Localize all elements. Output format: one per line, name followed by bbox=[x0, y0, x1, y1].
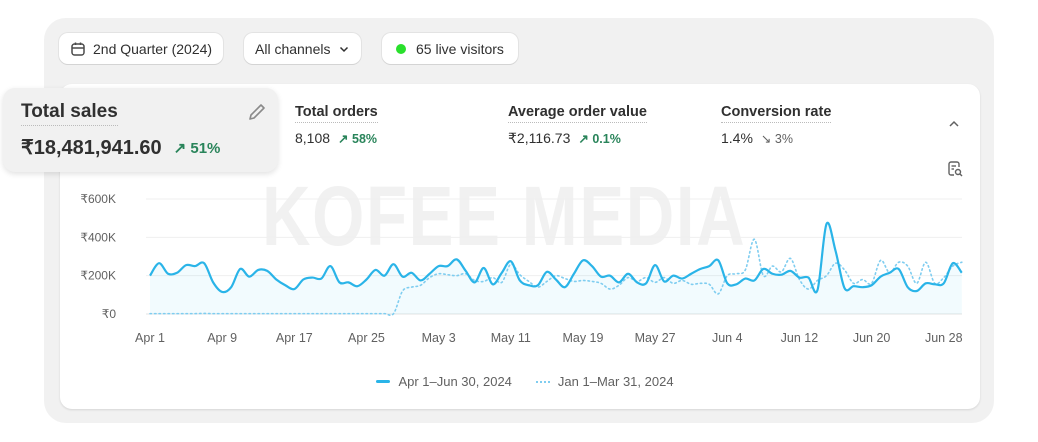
x-tick-label: Jun 28 bbox=[925, 331, 963, 345]
x-tick-label: May 19 bbox=[562, 331, 603, 345]
live-visitors-button[interactable]: 65 live visitors bbox=[382, 33, 518, 64]
date-range-button[interactable]: 2nd Quarter (2024) bbox=[59, 33, 224, 64]
x-tick-label: Apr 17 bbox=[276, 331, 313, 345]
metric-label: Conversion rate bbox=[721, 104, 832, 123]
x-tick-label: Jun 12 bbox=[781, 331, 819, 345]
x-tick-label: Jun 20 bbox=[853, 331, 891, 345]
metric-total-sales-content[interactable]: Total sales ₹18,481,941.60 ↗ 51% bbox=[21, 101, 220, 160]
metric-value: 1.4% bbox=[721, 130, 753, 146]
metric-label: Total sales bbox=[21, 101, 118, 126]
metric-change: 3% bbox=[774, 131, 793, 146]
metric-value: 8,108 bbox=[295, 130, 331, 146]
metric-total-orders[interactable]: Total orders 8,108 ↗ 58% bbox=[295, 103, 378, 146]
metric-label: Average order value bbox=[508, 104, 647, 123]
metric-label: Total orders bbox=[295, 104, 378, 123]
live-status-dot bbox=[396, 43, 406, 54]
legend-item-current[interactable]: Apr 1–Jun 30, 2024 bbox=[376, 374, 512, 389]
date-range-label: 2nd Quarter (2024) bbox=[93, 40, 213, 57]
arrow-up-right-icon: ↗ bbox=[173, 139, 187, 157]
legend-label: Jan 1–Mar 31, 2024 bbox=[557, 374, 674, 389]
arrow-down-right-icon: ↘ bbox=[760, 131, 772, 146]
watermark: KOFEE MEDIA bbox=[262, 169, 747, 263]
chevron-up-icon[interactable] bbox=[947, 118, 961, 130]
metric-conversion-rate[interactable]: Conversion rate 1.4% ↘ 3% bbox=[721, 103, 832, 146]
metric-average-order-value[interactable]: Average order value ₹2,116.73 ↗ 0.1% bbox=[508, 103, 647, 147]
y-tick-label: ₹400K bbox=[80, 230, 116, 244]
metric-change: 58% bbox=[352, 131, 378, 146]
arrow-up-right-icon: ↗ bbox=[578, 132, 589, 146]
metric-total-sales[interactable] bbox=[3, 88, 278, 172]
series-line-previous bbox=[149, 238, 963, 317]
legend-label: Apr 1–Jun 30, 2024 bbox=[398, 374, 512, 389]
arrow-up-right-icon: ↗ bbox=[338, 131, 349, 146]
series-line-current bbox=[149, 221, 963, 294]
metric-change: 51% bbox=[190, 139, 221, 157]
x-tick-label: Apr 25 bbox=[348, 331, 385, 345]
y-tick-label: ₹200K bbox=[80, 269, 116, 283]
channels-dropdown[interactable]: All channels bbox=[244, 33, 361, 64]
x-tick-label: May 27 bbox=[635, 331, 676, 345]
metric-value: ₹2,116.73 bbox=[508, 130, 571, 146]
y-tick-label: ₹0 bbox=[102, 307, 117, 321]
legend-item-previous[interactable]: Jan 1–Mar 31, 2024 bbox=[535, 374, 674, 389]
calendar-icon bbox=[71, 42, 85, 56]
legend-swatch-dotted bbox=[535, 380, 550, 383]
channels-label: All channels bbox=[255, 40, 331, 57]
report-search-icon[interactable] bbox=[946, 160, 964, 178]
y-tick-label: ₹600K bbox=[80, 192, 116, 206]
chevron-down-icon bbox=[339, 46, 348, 52]
chart-legend: Apr 1–Jun 30, 2024 Jan 1–Mar 31, 2024 bbox=[0, 374, 1038, 389]
x-tick-label: May 3 bbox=[422, 331, 456, 345]
pencil-icon[interactable] bbox=[246, 101, 268, 123]
x-tick-label: Jun 4 bbox=[712, 331, 743, 345]
metric-change: 0.1% bbox=[592, 132, 621, 146]
legend-swatch-solid bbox=[376, 380, 391, 383]
x-tick-label: Apr 9 bbox=[207, 331, 237, 345]
x-tick-label: Apr 1 bbox=[135, 331, 165, 345]
metric-value: ₹18,481,941.60 bbox=[21, 137, 162, 159]
x-tick-label: May 11 bbox=[491, 331, 531, 345]
series-area-current bbox=[150, 222, 962, 314]
live-visitors-label: 65 live visitors bbox=[416, 40, 504, 57]
